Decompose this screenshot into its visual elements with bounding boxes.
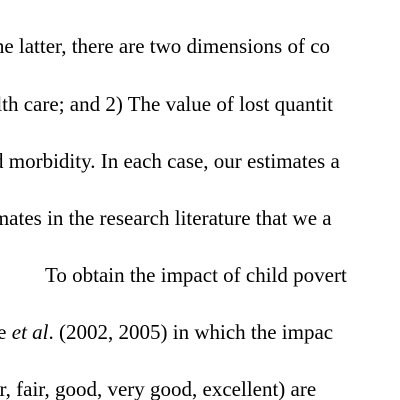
text-line-1: the latter, there are two dimensions of … <box>0 34 331 58</box>
text-line-6: se et al. (2002, 2005) in which the impa… <box>0 320 333 344</box>
text-line-3: d morbidity. In each case, our estimates… <box>0 149 340 173</box>
text-line-7: or, fair, good, very good, excellent) ar… <box>0 377 317 400</box>
text-segment: se <box>0 320 7 344</box>
text-line-4: imates in the research literature that w… <box>0 206 332 230</box>
text-segment: . (2002, 2005) in which the impac <box>48 320 334 344</box>
text-line-2: alth care; and 2) The value of lost quan… <box>0 92 333 116</box>
italic-citation: et al <box>11 320 49 344</box>
paragraph-start-line: To obtain the impact of child povert <box>45 263 347 287</box>
